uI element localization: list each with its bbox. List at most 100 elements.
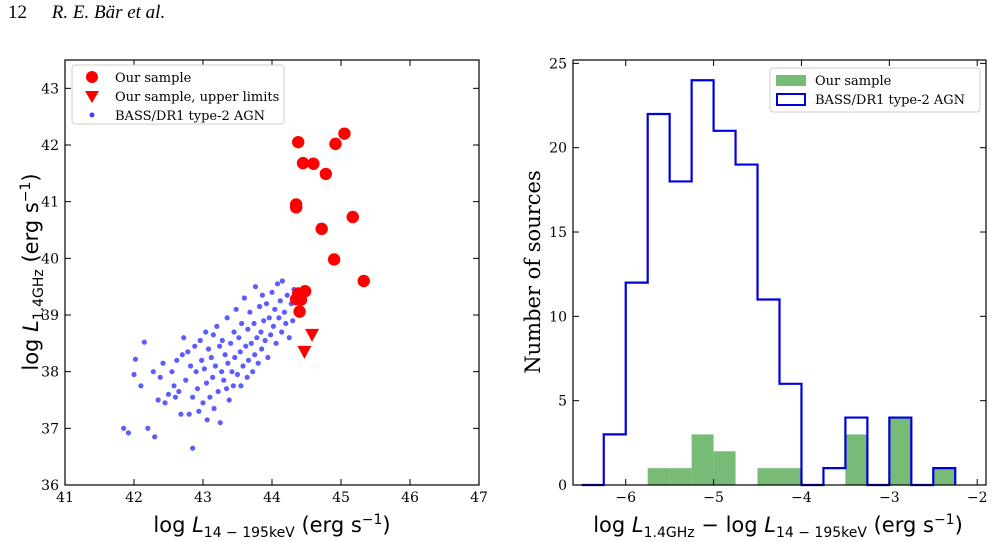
bass-point [262,337,268,344]
legend-marker-bass [89,112,95,118]
scatter-x-tick-label: 47 [470,490,488,506]
bass-point [223,386,230,392]
bass-point [283,320,289,327]
our-sample-point [319,167,333,181]
bass-point [240,363,246,369]
bass-point [217,420,223,426]
histogram-step-bass [581,79,957,487]
legend-label-upper-limits: Our sample, upper limits [115,90,279,105]
our-sample-bar [757,468,780,485]
bass-point [171,383,177,389]
bass-point [230,383,236,389]
bass-point [157,374,163,380]
bass-point [212,363,219,369]
bass-point [225,360,231,366]
bass-point [245,326,251,332]
bass-point [204,417,210,423]
bass-point [258,329,264,335]
histogram-legend: Our sample BASS/DR1 type-2 AGN [769,67,981,113]
bass-point [190,394,196,400]
bass-point [207,394,213,400]
bass-point [254,335,260,341]
bass-point [174,357,180,363]
our-sample-bar [779,468,802,485]
histogram-x-tick-label: −3 [879,490,900,506]
bass-point [245,357,252,363]
bass-point [200,400,206,406]
bass-point [203,380,210,386]
our-sample-point [315,222,328,236]
bass-point [152,434,158,440]
our-sample-point [338,127,351,140]
histogram-y-tick-label: 10 [549,309,567,325]
histogram-legend-box [769,67,981,113]
bass-point [279,329,285,335]
bass-point [247,309,253,315]
bass-point [187,363,194,369]
bass-point [233,306,239,312]
bass-point [208,354,214,361]
bass-point [251,320,257,327]
histogram-ticks: −6 −5 −4 −3 −2 0 5 10 15 20 25 [549,56,987,506]
bass-point [185,349,191,355]
bass-point [214,323,220,329]
our-sample-bar [647,468,670,485]
author-line: R. E. Bär et al. [51,2,166,23]
bass-point [252,284,259,290]
bass-point [199,357,205,363]
bass-point [201,366,207,372]
bass-point [281,309,288,315]
histogram-y-tick-label: 15 [549,225,567,241]
our-sample-point [293,305,306,318]
histogram-y-axis-label: Number of sources [521,170,545,373]
bass-point [248,340,254,346]
bass-point [241,295,247,301]
bass-point [266,315,272,321]
scatter-x-tick-label: 44 [263,490,281,506]
bass-point [284,292,290,298]
bass-point [259,346,265,352]
our-sample-point [296,156,310,170]
bass-point [215,388,221,395]
our-sample-point [294,293,308,306]
upper-limit-point [305,328,320,342]
bass-point [121,425,127,431]
bass-point [231,329,237,335]
scatter-y-tick-label: 36 [41,478,59,494]
bass-point [125,430,132,436]
bass-point [196,408,202,414]
bass-point [236,335,242,341]
bass-point [250,369,256,375]
our-sample-bar [933,468,956,485]
bass-point [203,329,209,335]
legend-marker-bass-hist [776,93,806,106]
our-sample-point [327,253,341,266]
bass-point [162,400,168,406]
bass-point [256,303,263,310]
bass-point [141,339,147,345]
bass-point [239,320,245,327]
bass-point [211,405,217,412]
bass-point [183,377,189,383]
histogram-x-tick-label: −2 [967,490,988,506]
scatter-y-tick-label: 41 [41,195,59,211]
bass-point [273,340,279,346]
bass-point [259,292,265,298]
upper-limit-point [297,345,312,359]
our-sample-point [307,157,320,170]
bass-point [132,356,138,362]
bass-point [205,346,212,352]
bass-point [243,343,249,349]
scatter-x-tick-label: 45 [332,490,350,506]
bass-point [176,388,182,395]
bass-point [263,301,270,307]
scatter-x-tick-label: 41 [56,490,74,506]
our-sample-point [329,137,342,151]
scatter-y-tick-label: 42 [41,138,59,154]
histogram-frame [572,59,987,486]
legend-label-our-sample-hist: Our sample [815,74,892,89]
bass-point [221,377,227,383]
bass-point [237,349,243,355]
histogram-x-tick-label: −6 [615,490,636,506]
